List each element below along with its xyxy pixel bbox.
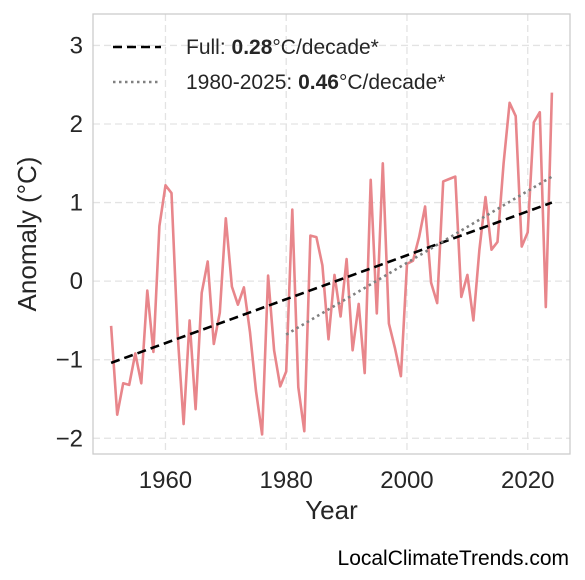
trend-layer xyxy=(110,175,553,365)
trend-line-full xyxy=(110,201,553,365)
y-tick-labels: −2 −1 0 1 2 3 xyxy=(56,32,83,452)
y-tick-label: −1 xyxy=(56,347,83,374)
x-tick-label: 2020 xyxy=(501,467,554,494)
legend-entry: Full: 0.28°C/decade* xyxy=(186,36,379,59)
legend-rate: 0.28 xyxy=(232,36,273,59)
x-tick-label: 1980 xyxy=(260,467,313,494)
y-tick-label: −2 xyxy=(56,425,83,452)
legend-unit: °C/decade* xyxy=(339,71,445,94)
y-axis-label: Anomaly (°C) xyxy=(12,157,42,312)
x-tick-label: 2000 xyxy=(380,467,433,494)
y-tick-label: 3 xyxy=(70,32,83,59)
series-layer xyxy=(109,92,554,436)
x-tick-label: 1960 xyxy=(139,467,192,494)
anomaly-series-line xyxy=(109,92,554,436)
legend-unit: °C/decade* xyxy=(272,36,378,59)
legend-label: 1980-2025: xyxy=(186,71,298,94)
legend-rate: 0.46 xyxy=(298,71,339,94)
x-tick-labels: 1960 1980 2000 2020 xyxy=(139,467,555,494)
y-tick-label: 2 xyxy=(70,111,83,138)
legend: Full: 0.28°C/decade*1980-2025: 0.46°C/de… xyxy=(113,36,445,94)
y-tick-label: 0 xyxy=(70,268,83,295)
plot-frame xyxy=(92,13,571,455)
legend-label: Full: xyxy=(186,36,232,59)
legend-entry: 1980-2025: 0.46°C/decade* xyxy=(186,71,445,94)
x-axis-label: Year xyxy=(305,495,358,525)
y-tick-label: 1 xyxy=(70,190,83,217)
site-credit: LocalClimateTrends.com xyxy=(337,547,569,570)
